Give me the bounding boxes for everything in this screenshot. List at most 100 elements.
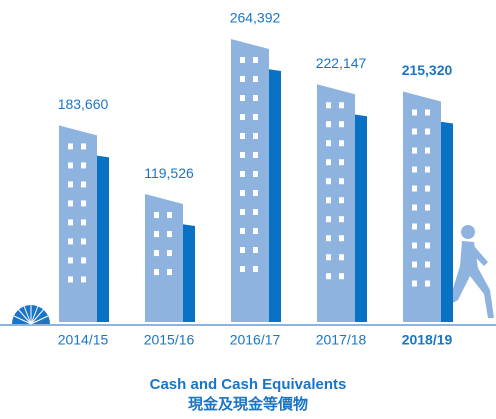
value-label: 264,392 (230, 10, 281, 26)
window (154, 250, 159, 257)
building-side (95, 155, 109, 322)
window (326, 159, 331, 166)
chart-title: Cash and Cash Equivalents (150, 376, 347, 393)
window (253, 114, 258, 120)
window (154, 212, 159, 219)
building-side (267, 69, 281, 322)
window (68, 276, 73, 283)
window (425, 128, 430, 135)
window (253, 209, 258, 215)
window (81, 257, 86, 264)
window (240, 190, 245, 196)
building-front (145, 194, 183, 322)
building-front (59, 125, 97, 323)
value-label: 183,660 (58, 96, 109, 112)
window (253, 57, 258, 63)
window (425, 204, 430, 211)
window (81, 162, 86, 169)
window (253, 76, 258, 82)
window (412, 280, 417, 287)
window (253, 133, 258, 139)
window (412, 242, 417, 249)
window (240, 76, 245, 82)
window (68, 162, 73, 169)
window (326, 197, 331, 204)
window (326, 254, 331, 261)
window (240, 209, 245, 215)
window (240, 152, 245, 158)
window (326, 216, 331, 223)
window (81, 276, 86, 283)
window (339, 159, 344, 166)
window (81, 181, 86, 188)
building-side (353, 114, 367, 322)
window (339, 197, 344, 204)
building-side (181, 224, 195, 322)
window (339, 273, 344, 280)
window (339, 216, 344, 223)
window (253, 171, 258, 177)
window (240, 247, 245, 253)
window (240, 266, 245, 272)
window (240, 228, 245, 234)
x-tick-label: 2015/16 (144, 332, 195, 348)
building-front (317, 84, 355, 322)
chart-subtitle: 現金及現金等價物 (188, 395, 308, 413)
building-front (403, 91, 441, 323)
window (425, 223, 430, 230)
value-label: 119,526 (144, 165, 194, 181)
x-tick-label: 2014/15 (58, 332, 109, 348)
window (326, 235, 331, 242)
sun-icon (12, 305, 50, 325)
window (412, 109, 417, 116)
window (425, 242, 430, 249)
window (339, 178, 344, 185)
building-front (231, 39, 269, 322)
window (412, 204, 417, 211)
window (326, 102, 331, 109)
window (425, 166, 430, 173)
window (253, 190, 258, 196)
window (240, 133, 245, 139)
window (68, 219, 73, 226)
window (240, 114, 245, 120)
window (412, 185, 417, 192)
window (326, 140, 331, 147)
window (240, 171, 245, 177)
window (253, 247, 258, 253)
window (425, 185, 430, 192)
window (412, 147, 417, 154)
window (412, 223, 417, 230)
window (167, 250, 172, 257)
window (81, 238, 86, 245)
value-label: 222,147 (316, 55, 367, 71)
window (326, 273, 331, 280)
window (240, 57, 245, 63)
window (425, 261, 430, 268)
window (425, 147, 430, 154)
building-side (439, 121, 453, 323)
window (81, 200, 86, 207)
window (339, 140, 344, 147)
window (68, 181, 73, 188)
x-tick-label: 2016/17 (230, 332, 281, 348)
window (326, 121, 331, 128)
window (68, 143, 73, 150)
window (81, 143, 86, 150)
window (253, 228, 258, 234)
window (253, 95, 258, 101)
window (253, 152, 258, 158)
window (339, 102, 344, 109)
window (167, 269, 172, 276)
window (167, 231, 172, 238)
window (412, 128, 417, 135)
window (412, 261, 417, 268)
window (339, 121, 344, 128)
value-label: 215,320 (402, 62, 453, 78)
window (326, 178, 331, 185)
window (81, 219, 86, 226)
window (68, 257, 73, 264)
window (339, 235, 344, 242)
window (253, 266, 258, 272)
